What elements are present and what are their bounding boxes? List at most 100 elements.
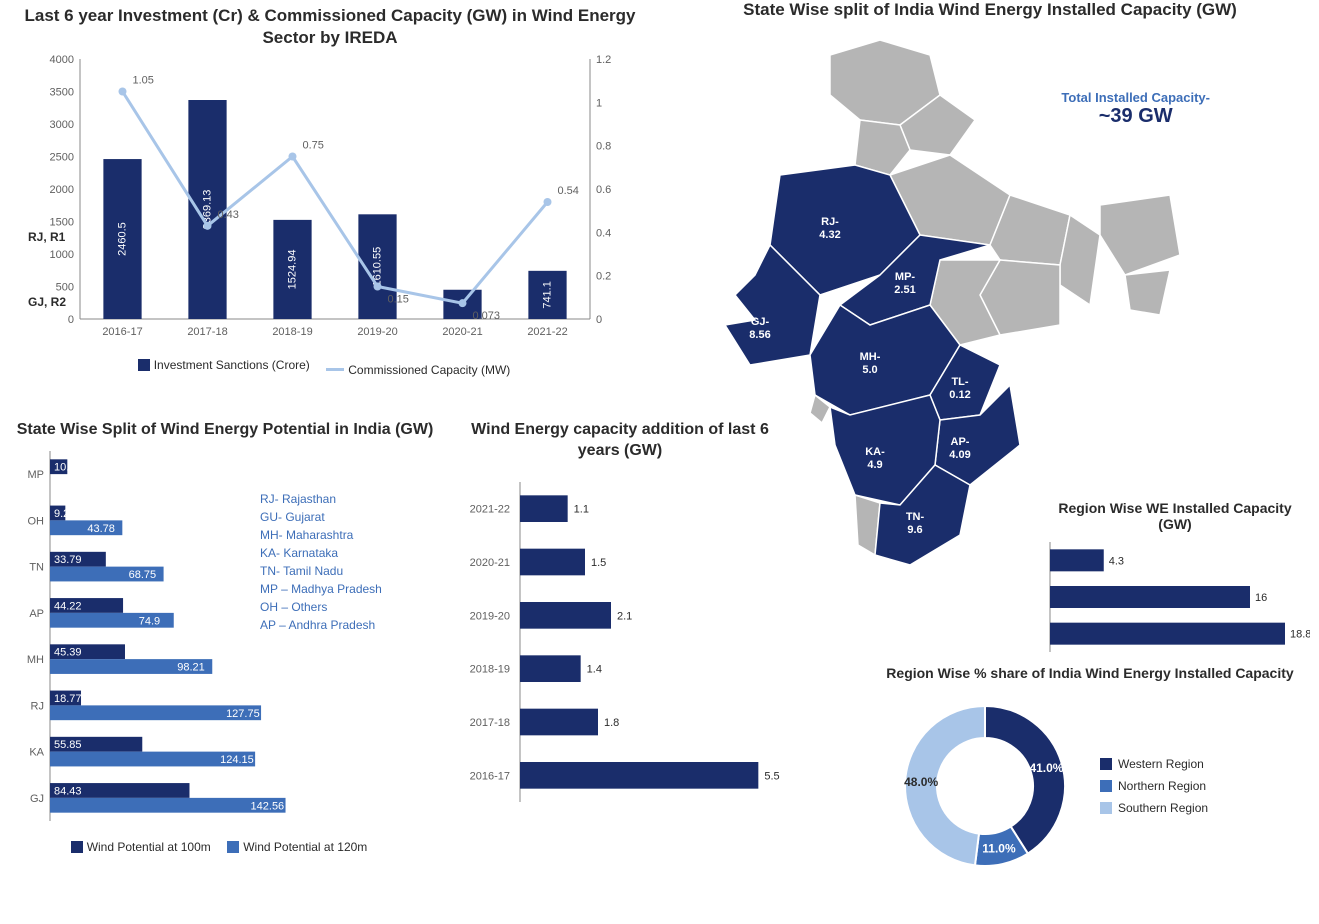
svg-text:2000: 2000 xyxy=(50,184,74,196)
svg-text:2500: 2500 xyxy=(50,152,74,164)
svg-text:0.2: 0.2 xyxy=(596,271,611,283)
donut-svg: 41.0% 11.0% 48.0% xyxy=(870,681,1100,891)
svg-text:0.15: 0.15 xyxy=(388,294,409,306)
svg-text:AP-: AP- xyxy=(951,436,970,448)
svg-text:2021-22: 2021-22 xyxy=(527,326,567,338)
svg-text:84.43: 84.43 xyxy=(54,785,82,797)
svg-text:0.073: 0.073 xyxy=(473,310,501,322)
svg-text:2021-22: 2021-22 xyxy=(470,503,510,515)
svg-text:1500: 1500 xyxy=(50,217,74,229)
svg-text:41.0%: 41.0% xyxy=(1029,761,1063,775)
svg-text:1.5: 1.5 xyxy=(591,557,606,569)
svg-text:5.0: 5.0 xyxy=(862,364,877,376)
svg-text:2017-18: 2017-18 xyxy=(187,326,227,338)
svg-text:18.8: 18.8 xyxy=(1290,629,1310,641)
donut-legend: Western RegionNorthern RegionSouthern Re… xyxy=(1100,749,1208,823)
svg-text:1.8: 1.8 xyxy=(604,717,619,729)
donut-chart: Region Wise % share of India Wind Energy… xyxy=(870,665,1310,891)
svg-text:2018-19: 2018-19 xyxy=(272,326,312,338)
svg-text:68.75: 68.75 xyxy=(129,569,157,581)
svg-text:RJ, R1: RJ, R1 xyxy=(28,230,66,244)
svg-text:4.9: 4.9 xyxy=(867,459,882,471)
svg-text:10.48: 10.48 xyxy=(54,462,82,474)
svg-text:2460.5: 2460.5 xyxy=(117,222,129,256)
svg-text:45.39: 45.39 xyxy=(54,647,82,659)
svg-text:2016-17: 2016-17 xyxy=(470,770,510,782)
svg-text:43.78: 43.78 xyxy=(87,523,115,535)
addition-chart-svg: 2021-221.12020-211.52019-202.12018-191.4… xyxy=(450,462,790,812)
svg-text:4.32: 4.32 xyxy=(819,229,840,241)
svg-text:8.56: 8.56 xyxy=(749,329,770,341)
combo-title: Last 6 year Investment (Cr) & Commission… xyxy=(20,5,640,49)
potential-chart: State Wise Split of Wind Energy Potentia… xyxy=(10,420,440,858)
combo-legend-line: Commissioned Capacity (MW) xyxy=(326,363,510,377)
svg-text:2017-18: 2017-18 xyxy=(470,717,510,729)
svg-text:5.5: 5.5 xyxy=(764,770,779,782)
svg-text:4.3: 4.3 xyxy=(1109,555,1124,567)
svg-text:0.75: 0.75 xyxy=(303,140,324,152)
svg-text:GJ: GJ xyxy=(30,793,44,805)
svg-text:124.15: 124.15 xyxy=(220,754,254,766)
addition-chart: Wind Energy capacity addition of last 6 … xyxy=(450,420,790,817)
potential-legend-1: Wind Potential at 100m xyxy=(71,840,211,854)
svg-text:2018-19: 2018-19 xyxy=(470,663,510,675)
svg-text:44.22: 44.22 xyxy=(54,600,82,612)
svg-text:500: 500 xyxy=(56,282,74,294)
svg-text:0.4: 0.4 xyxy=(596,228,611,240)
svg-text:TN-: TN- xyxy=(906,511,925,523)
svg-text:0.6: 0.6 xyxy=(596,184,611,196)
potential-title: State Wise Split of Wind Energy Potentia… xyxy=(10,420,440,441)
svg-text:2019-20: 2019-20 xyxy=(470,610,510,622)
svg-text:55.85: 55.85 xyxy=(54,739,82,751)
donut-title: Region Wise % share of India Wind Energy… xyxy=(870,665,1310,681)
svg-text:127.75: 127.75 xyxy=(226,708,260,720)
svg-text:MH-: MH- xyxy=(860,351,881,363)
svg-text:74.9: 74.9 xyxy=(139,615,160,627)
svg-text:2.1: 2.1 xyxy=(617,610,632,622)
svg-text:1000: 1000 xyxy=(50,249,74,261)
svg-text:2020-21: 2020-21 xyxy=(442,326,482,338)
svg-text:1.05: 1.05 xyxy=(133,75,154,87)
svg-text:MH: MH xyxy=(27,654,44,666)
region-bar-chart: Region Wise WE Installed Capacity (GW) 4… xyxy=(1040,500,1310,667)
svg-text:0.43: 0.43 xyxy=(218,209,239,221)
total-capacity-label: Total Installed Capacity- xyxy=(1061,90,1210,105)
combo-chart-svg: 0500100015002000250030003500400000.20.40… xyxy=(20,49,640,349)
svg-text:AP: AP xyxy=(29,608,44,620)
svg-text:2019-20: 2019-20 xyxy=(357,326,397,338)
svg-text:9.6: 9.6 xyxy=(907,524,922,536)
svg-text:1.1: 1.1 xyxy=(574,503,589,515)
svg-text:98.21: 98.21 xyxy=(177,661,205,673)
svg-text:1: 1 xyxy=(596,98,602,110)
svg-text:1.2: 1.2 xyxy=(596,54,611,66)
svg-text:2020-21: 2020-21 xyxy=(470,557,510,569)
svg-text:RJ: RJ xyxy=(31,700,44,712)
svg-text:2.51: 2.51 xyxy=(894,284,915,296)
svg-text:RJ-: RJ- xyxy=(821,216,839,228)
svg-text:16: 16 xyxy=(1255,592,1267,604)
svg-text:3000: 3000 xyxy=(50,119,74,131)
svg-text:1524.94: 1524.94 xyxy=(287,250,299,290)
total-capacity-value: ~39 GW xyxy=(1061,105,1210,128)
region-bar-title: Region Wise WE Installed Capacity (GW) xyxy=(1040,500,1310,532)
region-bar-svg: 4.3 16 18.8 xyxy=(1040,532,1310,662)
combo-chart: Last 6 year Investment (Cr) & Commission… xyxy=(20,5,640,377)
svg-text:KA-: KA- xyxy=(865,446,885,458)
svg-text:GJ, R2: GJ, R2 xyxy=(28,295,66,309)
svg-text:TN: TN xyxy=(29,561,44,573)
svg-text:741.1: 741.1 xyxy=(542,281,554,309)
svg-text:0: 0 xyxy=(68,314,74,326)
svg-text:MP-: MP- xyxy=(895,271,916,283)
svg-text:4000: 4000 xyxy=(50,54,74,66)
svg-text:11.0%: 11.0% xyxy=(982,841,1016,855)
svg-text:TL-: TL- xyxy=(951,376,968,388)
addition-title: Wind Energy capacity addition of last 6 … xyxy=(450,420,790,462)
svg-text:GJ-: GJ- xyxy=(751,316,770,328)
svg-text:9.28: 9.28 xyxy=(54,508,75,520)
svg-text:OH: OH xyxy=(28,515,45,527)
svg-text:48.0%: 48.0% xyxy=(904,775,938,789)
svg-text:142.56: 142.56 xyxy=(251,800,285,812)
svg-text:33.79: 33.79 xyxy=(54,554,82,566)
svg-text:18.77: 18.77 xyxy=(54,693,82,705)
svg-text:2016-17: 2016-17 xyxy=(102,326,142,338)
